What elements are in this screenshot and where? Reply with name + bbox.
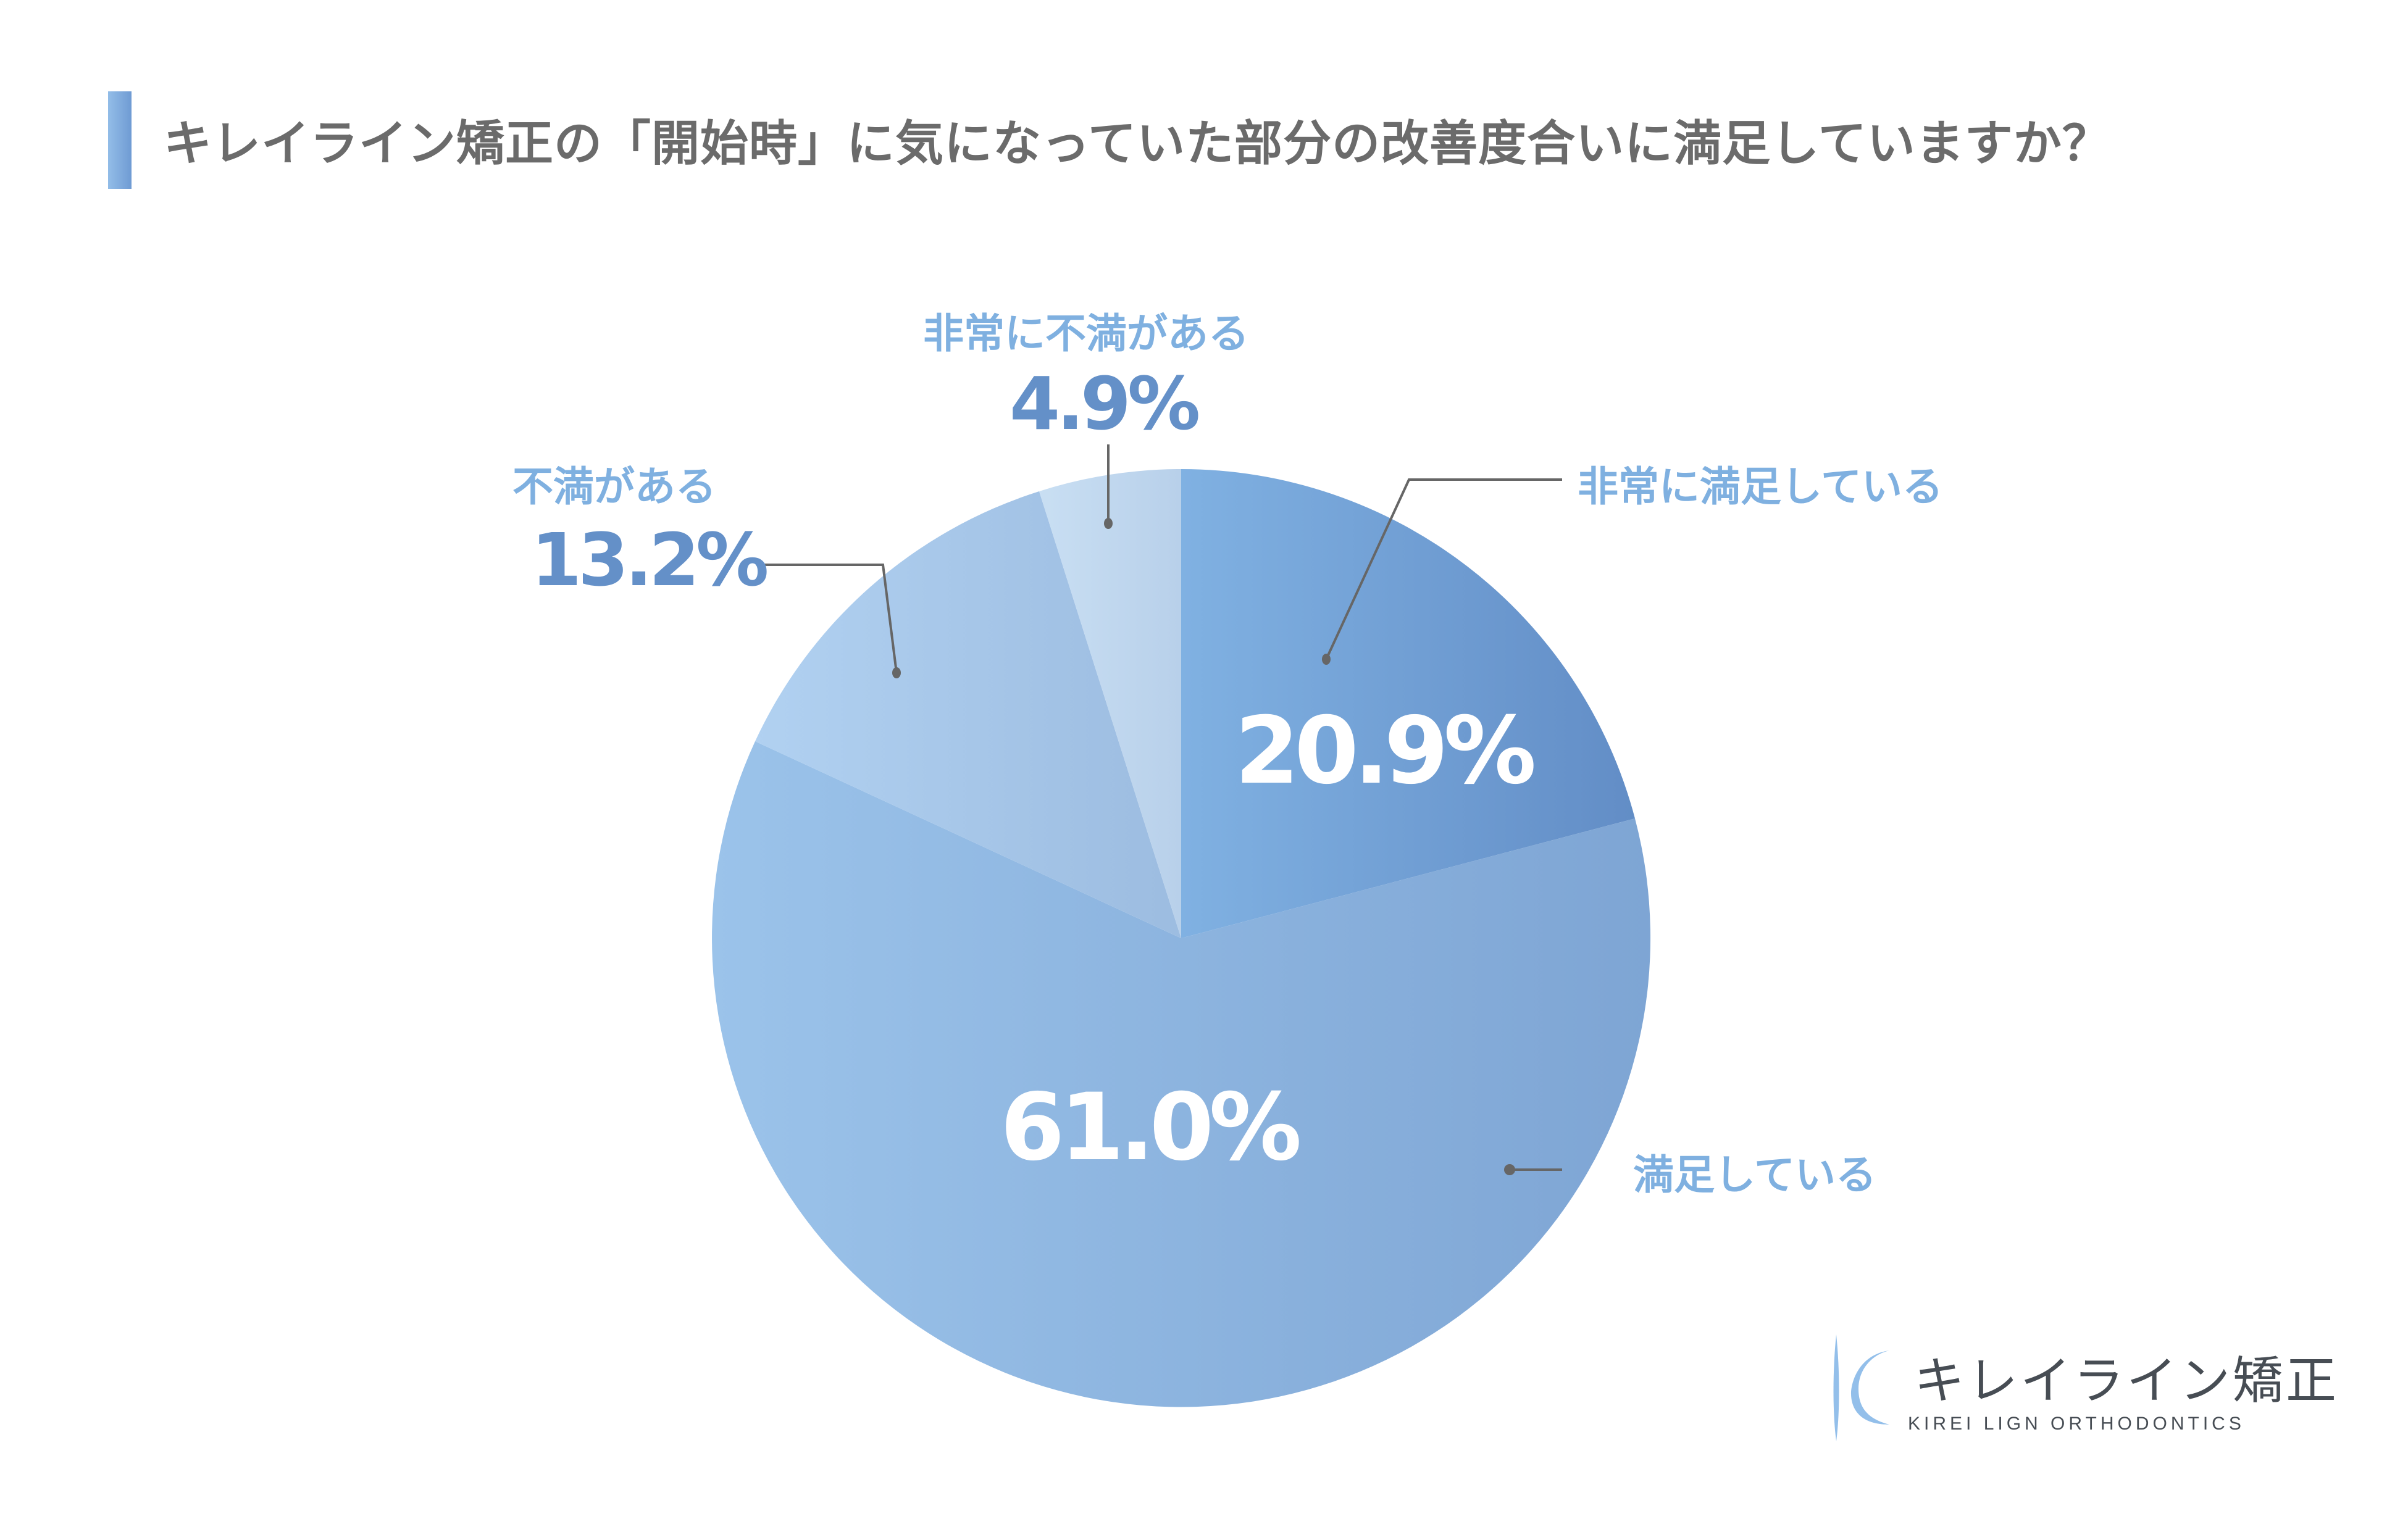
value-very-satisfied: 20.9% (1235, 697, 1536, 805)
logo-subtitle: KIREI LIGN ORTHODONTICS (1908, 1413, 2245, 1434)
logo-name: キレイライン矯正 (1914, 1352, 2339, 1410)
slice-very-satisfied[interactable] (1181, 469, 1635, 938)
leader-dots (892, 518, 1515, 1175)
slice-satisfied[interactable] (712, 741, 1651, 1407)
chart-title: キレイライン矯正の「開始時」に気になっていた部分の改善度合いに満足していますか？ (164, 116, 2111, 172)
title-accent-bar (108, 91, 132, 189)
label-very-satisfied: 非常に満足している (1578, 463, 1944, 510)
slice-very-dissatisfied[interactable] (1039, 469, 1181, 938)
value-very-dissatisfied: 4.9% (1010, 361, 1200, 446)
leader-lines (756, 444, 1562, 1171)
label-satisfied: 満足している (1633, 1151, 1877, 1199)
logo-mark-icon (1833, 1334, 1889, 1441)
value-dissatisfied: 13.2% (531, 517, 769, 602)
label-very-dissatisfied: 非常に不満がある (923, 310, 1249, 357)
value-satisfied: 61.0% (1000, 1074, 1302, 1181)
label-dissatisfied: 不満がある (512, 463, 716, 510)
